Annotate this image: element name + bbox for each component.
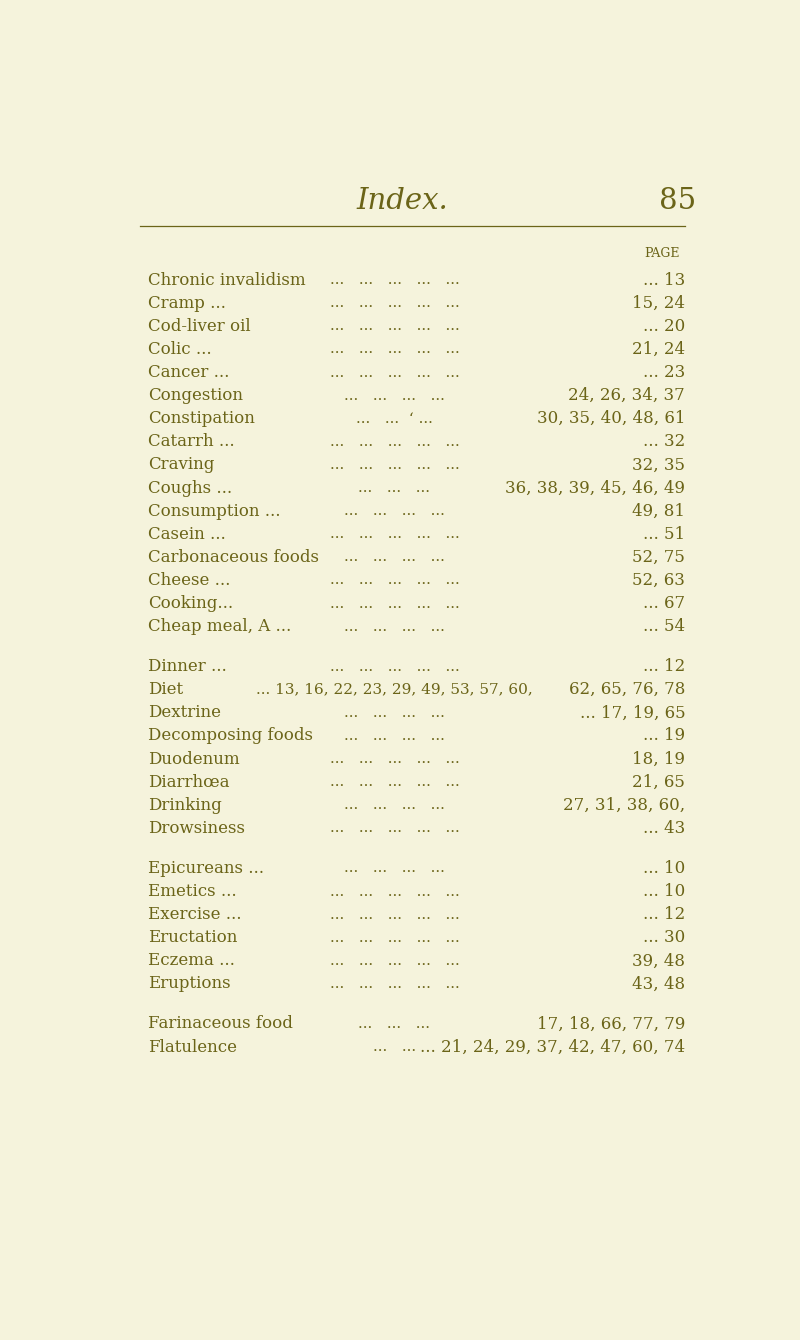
Text: ...   ...   ...   ...   ...: ... ... ... ... ...: [330, 574, 459, 587]
Text: ...   ...   ...   ...   ...: ... ... ... ... ...: [330, 319, 459, 334]
Text: ...   ...   ...   ...   ...: ... ... ... ... ...: [330, 366, 459, 379]
Text: Cheap meal, A ...: Cheap meal, A ...: [148, 618, 291, 635]
Text: 62, 65, 76, 78: 62, 65, 76, 78: [569, 681, 685, 698]
Text: Colic ...: Colic ...: [148, 340, 212, 358]
Text: ...   ...   ...   ...   ...: ... ... ... ... ...: [330, 775, 459, 789]
Text: 18, 19: 18, 19: [632, 750, 685, 768]
Text: ...   ...   ...   ...   ...: ... ... ... ... ...: [330, 821, 459, 835]
Text: ... 12: ... 12: [643, 658, 685, 675]
Text: PAGE: PAGE: [644, 247, 680, 260]
Text: ...   ...   ...   ...   ...: ... ... ... ... ...: [330, 907, 459, 922]
Text: Exercise ...: Exercise ...: [148, 906, 242, 923]
Text: Eructation: Eructation: [148, 929, 238, 946]
Text: ...   ...   ...   ...   ...: ... ... ... ... ...: [330, 343, 459, 356]
Text: ... 23: ... 23: [643, 364, 685, 381]
Text: Diarrhœa: Diarrhœa: [148, 773, 230, 791]
Text: ... 19: ... 19: [643, 728, 685, 745]
Text: ... 17, 19, 65: ... 17, 19, 65: [579, 705, 685, 721]
Text: ...   ...   ...   ...   ...: ... ... ... ... ...: [330, 527, 459, 541]
Text: Eruptions: Eruptions: [148, 976, 230, 993]
Text: ... 13: ... 13: [643, 272, 685, 288]
Text: ...   ...   ...   ...   ...: ... ... ... ... ...: [330, 458, 459, 472]
Text: 21, 24: 21, 24: [632, 340, 685, 358]
Text: 15, 24: 15, 24: [632, 295, 685, 312]
Text: ... 10: ... 10: [643, 860, 685, 876]
Text: Flatulence: Flatulence: [148, 1038, 237, 1056]
Text: ...   ...  ‘ ...: ... ... ‘ ...: [356, 411, 433, 426]
Text: 30, 35, 40, 48, 61: 30, 35, 40, 48, 61: [537, 410, 685, 427]
Text: Carbonaceous foods: Carbonaceous foods: [148, 549, 319, 565]
Text: Drinking: Drinking: [148, 797, 222, 813]
Text: Farinaceous food: Farinaceous food: [148, 1016, 293, 1032]
Text: ...   ...   ...   ...: ... ... ... ...: [344, 729, 445, 742]
Text: Coughs ...: Coughs ...: [148, 480, 232, 497]
Text: ...   ...   ...   ...   ...: ... ... ... ... ...: [330, 296, 459, 311]
Text: Eczema ...: Eczema ...: [148, 953, 235, 969]
Text: Congestion: Congestion: [148, 387, 243, 405]
Text: ...   ...   ...   ...   ...: ... ... ... ... ...: [330, 931, 459, 945]
Text: 43, 48: 43, 48: [632, 976, 685, 993]
Text: ...   ...   ...   ...   ...: ... ... ... ... ...: [330, 977, 459, 990]
Text: ... 12: ... 12: [643, 906, 685, 923]
Text: ...   ...   ...   ...: ... ... ... ...: [344, 706, 445, 720]
Text: ...   ...   ...: ... ... ...: [358, 481, 430, 494]
Text: ...   ...   ...   ...   ...: ... ... ... ... ...: [330, 436, 459, 449]
Text: Emetics ...: Emetics ...: [148, 883, 237, 900]
Text: ...   ...   ...   ...: ... ... ... ...: [344, 799, 445, 812]
Text: ...   ...   ...   ...   ...: ... ... ... ... ...: [330, 659, 459, 674]
Text: ...   ...   ...   ...   ...: ... ... ... ... ...: [330, 596, 459, 611]
Text: ... 67: ... 67: [643, 595, 685, 612]
Text: Dinner ...: Dinner ...: [148, 658, 227, 675]
Text: ...   ...   ...   ...   ...: ... ... ... ... ...: [330, 954, 459, 967]
Text: ... 51: ... 51: [643, 525, 685, 543]
Text: ... 13, 16, 22, 23, 29, 49, 53, 57, 60,: ... 13, 16, 22, 23, 29, 49, 53, 57, 60,: [256, 683, 533, 697]
Text: ...   ...   ...   ...   ...: ... ... ... ... ...: [330, 273, 459, 287]
Text: ... 32: ... 32: [643, 433, 685, 450]
Text: Casein ...: Casein ...: [148, 525, 226, 543]
Text: ... 10: ... 10: [643, 883, 685, 900]
Text: Cancer ...: Cancer ...: [148, 364, 230, 381]
Text: Consumption ...: Consumption ...: [148, 502, 281, 520]
Text: ...   ...   ...   ...: ... ... ... ...: [344, 389, 445, 402]
Text: Cheese ...: Cheese ...: [148, 572, 230, 590]
Text: Constipation: Constipation: [148, 410, 255, 427]
Text: ... 21, 24, 29, 37, 42, 47, 60, 74: ... 21, 24, 29, 37, 42, 47, 60, 74: [420, 1038, 685, 1056]
Text: ... 43: ... 43: [643, 820, 685, 838]
Text: 21, 65: 21, 65: [632, 773, 685, 791]
Text: 85: 85: [659, 186, 696, 214]
Text: 52, 75: 52, 75: [632, 549, 685, 565]
Text: Cod-liver oil: Cod-liver oil: [148, 318, 250, 335]
Text: ...   ...   ...: ... ... ...: [358, 1017, 430, 1030]
Text: ...   ...   ...   ...: ... ... ... ...: [344, 619, 445, 634]
Text: 24, 26, 34, 37: 24, 26, 34, 37: [568, 387, 685, 405]
Text: ...   ...   ...   ...: ... ... ... ...: [344, 504, 445, 519]
Text: Epicureans ...: Epicureans ...: [148, 860, 264, 876]
Text: ... 54: ... 54: [643, 618, 685, 635]
Text: Craving: Craving: [148, 457, 214, 473]
Text: 36, 38, 39, 45, 46, 49: 36, 38, 39, 45, 46, 49: [505, 480, 685, 497]
Text: Index.: Index.: [356, 186, 448, 214]
Text: Chronic invalidism: Chronic invalidism: [148, 272, 306, 288]
Text: ...   ...   ...   ...: ... ... ... ...: [344, 551, 445, 564]
Text: 39, 48: 39, 48: [632, 953, 685, 969]
Text: Decomposing foods: Decomposing foods: [148, 728, 313, 745]
Text: 49, 81: 49, 81: [632, 502, 685, 520]
Text: 17, 18, 66, 77, 79: 17, 18, 66, 77, 79: [537, 1016, 685, 1032]
Text: ... 20: ... 20: [643, 318, 685, 335]
Text: Duodenum: Duodenum: [148, 750, 240, 768]
Text: Dextrine: Dextrine: [148, 705, 221, 721]
Text: ...   ...   ...   ...   ...: ... ... ... ... ...: [330, 884, 459, 899]
Text: Cooking...: Cooking...: [148, 595, 233, 612]
Text: Cramp ...: Cramp ...: [148, 295, 226, 312]
Text: 27, 31, 38, 60,: 27, 31, 38, 60,: [563, 797, 685, 813]
Text: Diet: Diet: [148, 681, 183, 698]
Text: Catarrh ...: Catarrh ...: [148, 433, 234, 450]
Text: ...   ...   ...   ...   ...: ... ... ... ... ...: [330, 752, 459, 766]
Text: 52, 63: 52, 63: [632, 572, 685, 590]
Text: ... 30: ... 30: [643, 929, 685, 946]
Text: Drowsiness: Drowsiness: [148, 820, 245, 838]
Text: 32, 35: 32, 35: [632, 457, 685, 473]
Text: ...   ...   ...   ...: ... ... ... ...: [344, 862, 445, 875]
Text: ...   ...: ... ...: [373, 1040, 416, 1055]
